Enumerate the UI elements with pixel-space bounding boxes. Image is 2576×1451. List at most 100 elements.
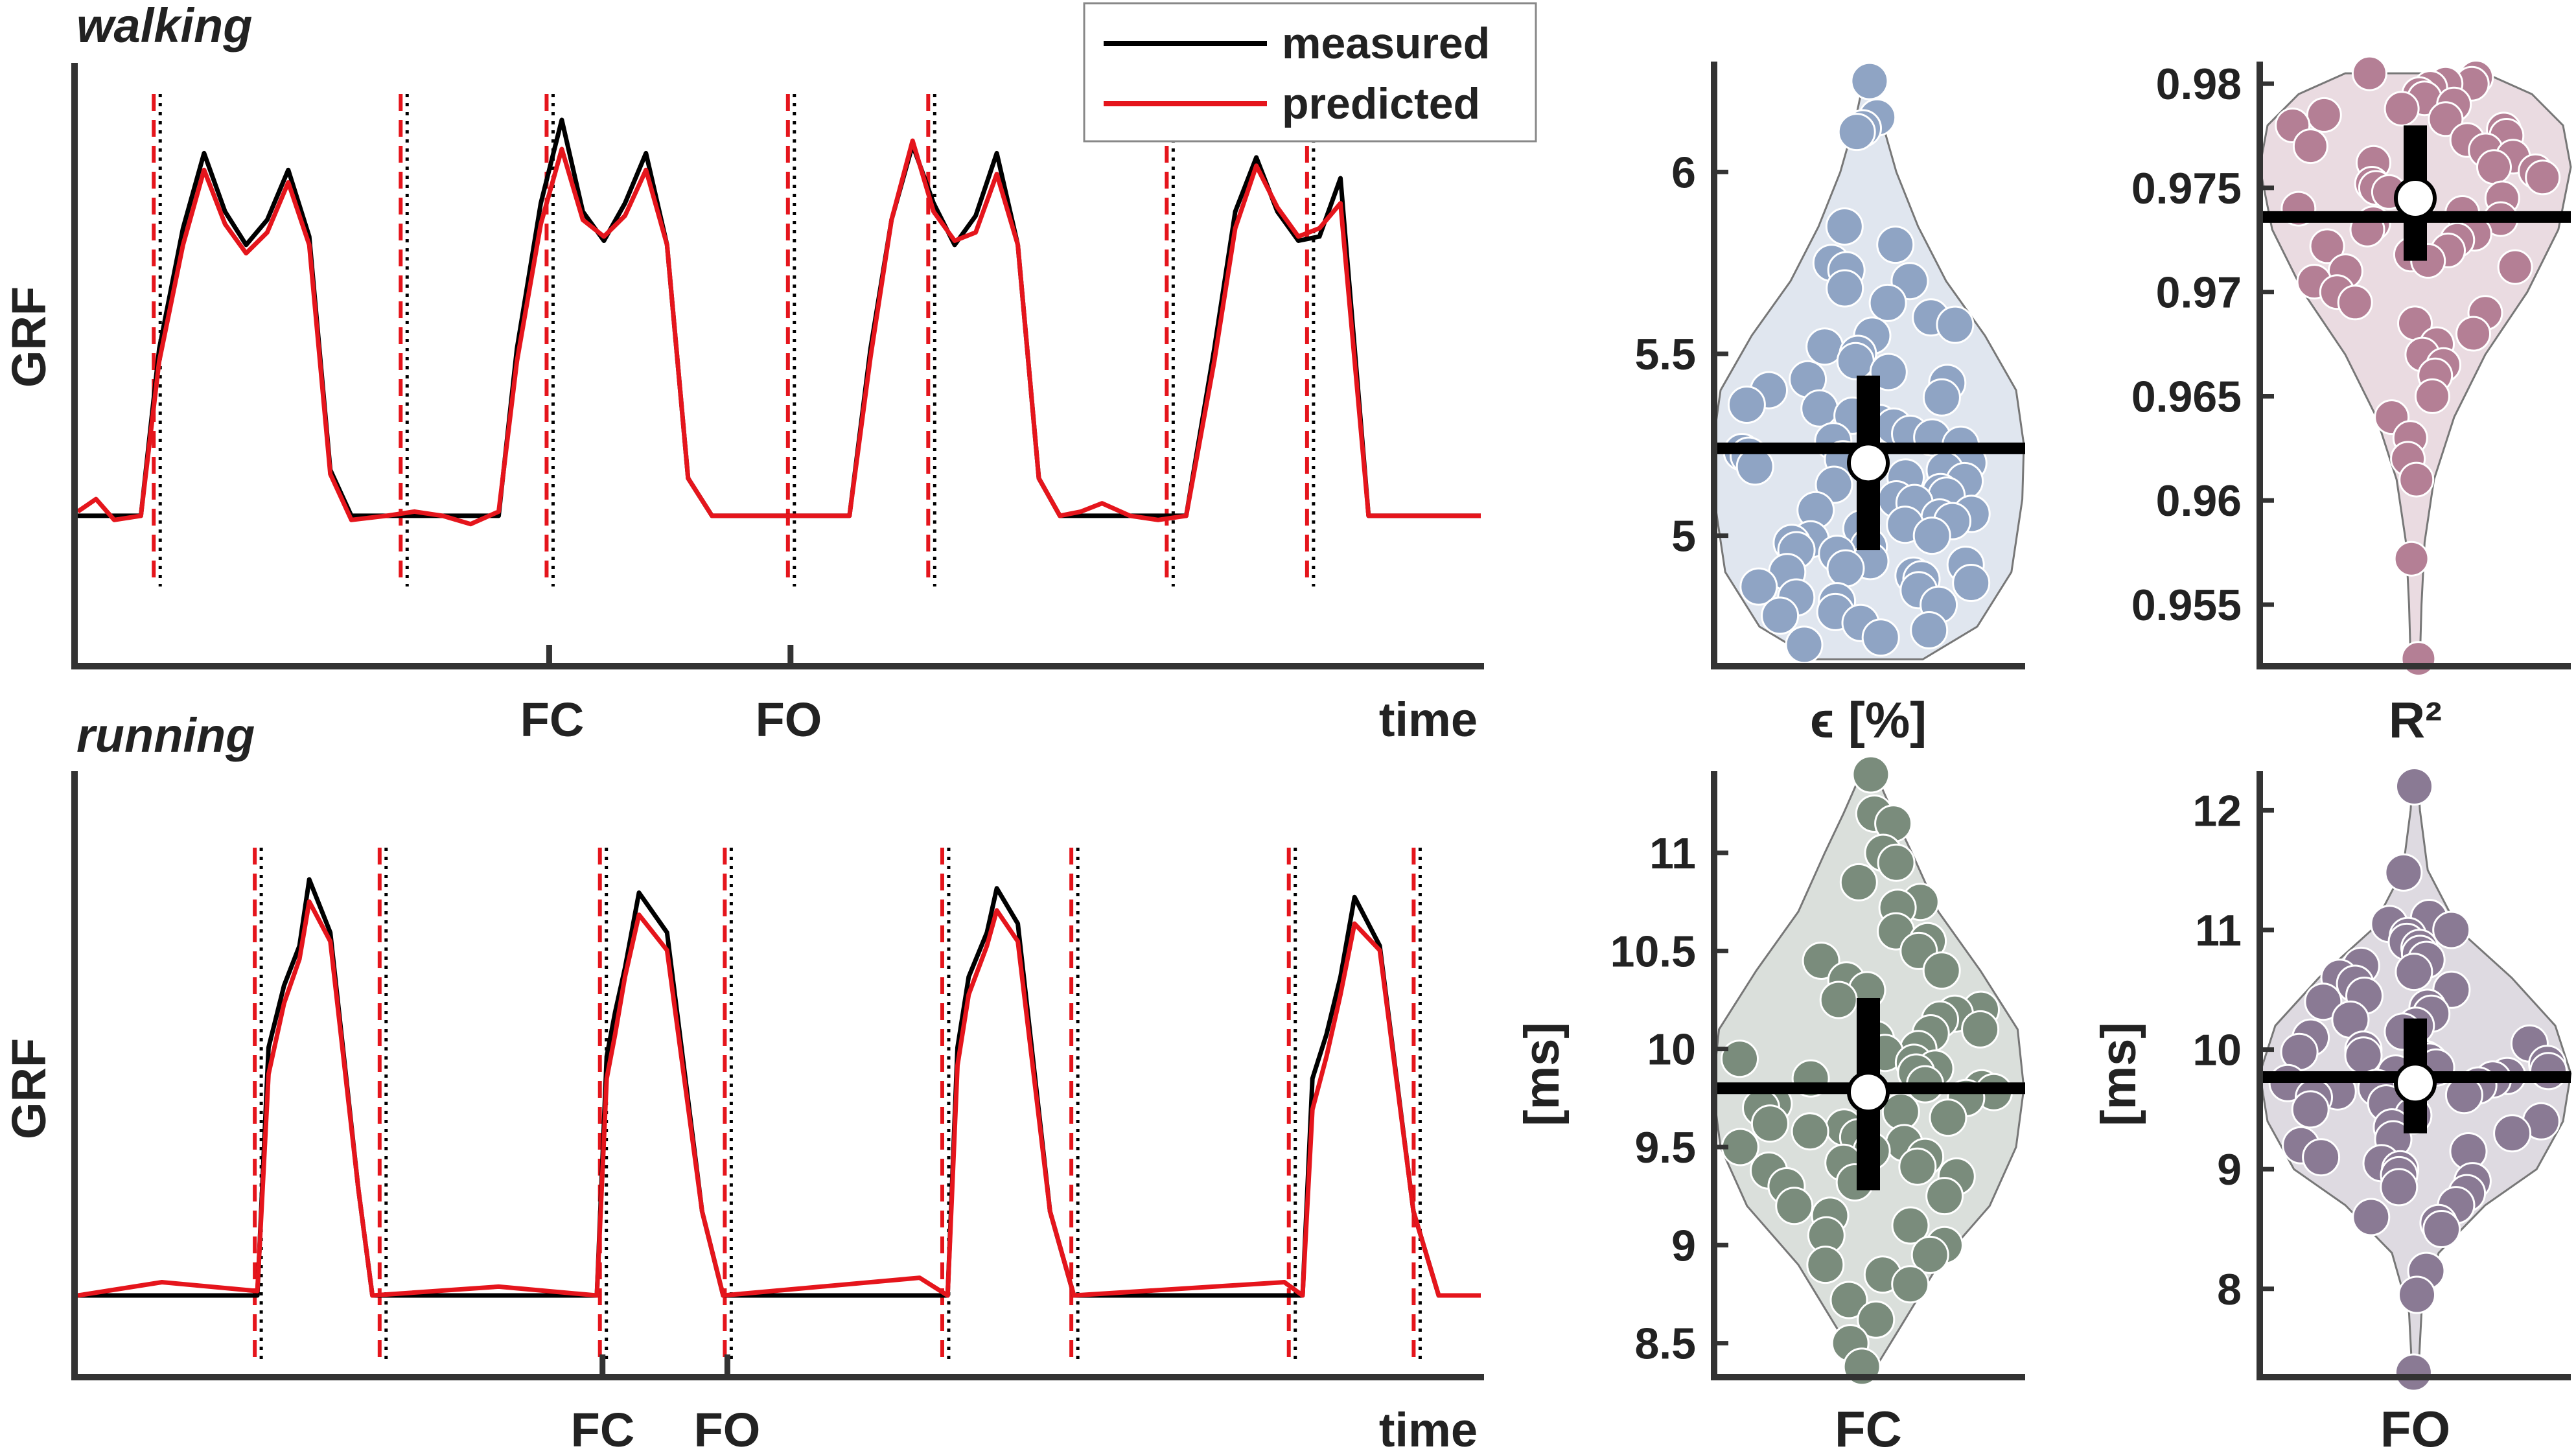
- median-marker: [2394, 1062, 2437, 1105]
- data-point: [1785, 625, 1824, 664]
- data-point: [1929, 1098, 1967, 1137]
- data-point: [1727, 386, 1766, 424]
- walking-title: walking: [76, 0, 252, 52]
- y-tick-label: 6: [1671, 148, 1696, 197]
- series-measured: [78, 877, 1481, 1298]
- violin-fc: 8.5 9 9.5 10 10.5 11 FC [ms]: [1514, 755, 2025, 1451]
- violin-xlabel: FC: [1835, 1400, 1902, 1451]
- walking-panel: walking GRF FC FO time: [2, 0, 1484, 747]
- y-tick-label: 0.955: [2131, 581, 2242, 630]
- y-tick-label: 12: [2192, 786, 2242, 835]
- data-point: [2497, 249, 2533, 285]
- walking-fc-label: FC: [520, 693, 585, 747]
- data-point: [2304, 982, 2343, 1021]
- data-point: [1829, 1281, 1868, 1319]
- data-point: [2291, 1090, 2330, 1129]
- data-point: [1877, 843, 1916, 882]
- data-point: [1868, 283, 1907, 322]
- series-predicted: [77, 899, 1481, 1298]
- data-point: [2302, 1138, 2341, 1177]
- data-point: [2306, 97, 2342, 133]
- data-point: [1891, 1206, 1930, 1245]
- running-title: running: [76, 708, 255, 762]
- y-tick-label: 5.5: [1634, 330, 1696, 379]
- running-panel: running GRF FC FO time: [2, 708, 1484, 1451]
- data-point: [1912, 517, 1951, 555]
- data-point: [1721, 1039, 1759, 1078]
- y-tick-label: 0.975: [2131, 164, 2242, 213]
- data-point: [2395, 953, 2433, 992]
- y-tick-label: 0.965: [2131, 372, 2242, 421]
- y-tick-label: 10: [1647, 1025, 1696, 1074]
- data-point: [2525, 159, 2561, 196]
- running-lines: [77, 848, 1481, 1361]
- y-tick-label: 9.5: [1634, 1123, 1696, 1172]
- data-point: [1961, 1010, 2000, 1049]
- violin-r2: 0.955 0.96 0.965 0.97 0.975 0.98 R²: [2131, 55, 2572, 749]
- data-point: [2309, 228, 2345, 264]
- legend-box: [1083, 2, 1537, 143]
- data-point: [2400, 641, 2437, 677]
- running-event-ticks: [599, 1354, 730, 1377]
- data-point: [1925, 1177, 1964, 1216]
- data-point: [1836, 342, 1875, 380]
- data-point: [2428, 101, 2464, 137]
- data-point: [2422, 1210, 2461, 1248]
- data-point: [1806, 1246, 1845, 1284]
- data-point: [2344, 1036, 2383, 1075]
- data-point: [2352, 1198, 2391, 1236]
- data-point: [1839, 863, 1878, 901]
- data-point: [2384, 853, 2423, 892]
- data-point: [1851, 755, 1890, 794]
- data-point: [2337, 284, 2373, 321]
- legend-predicted-label: predicted: [1282, 79, 1480, 128]
- data-point: [1857, 1300, 1896, 1339]
- series-predicted: [76, 138, 1481, 527]
- data-point: [1837, 113, 1876, 152]
- data-point: [2395, 767, 2433, 806]
- y-tick-label: 11: [2195, 906, 2242, 955]
- y-tick-label: 11: [1649, 829, 1696, 878]
- median-marker: [1847, 441, 1890, 485]
- y-tick-label: 10.5: [1610, 927, 1696, 976]
- running-xlabel: time: [1379, 1403, 1478, 1451]
- data-point: [2398, 461, 2435, 498]
- data-point: [1850, 62, 1889, 100]
- walking-fo-label: FO: [756, 693, 822, 747]
- y-tick-label: 5: [1671, 512, 1696, 561]
- data-point: [2529, 1052, 2568, 1091]
- data-point: [1891, 1265, 1930, 1304]
- data-point: [2384, 91, 2420, 127]
- y-tick-label: 8.5: [1634, 1319, 1696, 1369]
- y-tick-label: 0.96: [2156, 476, 2242, 526]
- y-tick-label: 10: [2192, 1026, 2242, 1075]
- violin-ylabel: [ms]: [1514, 1022, 1570, 1126]
- data-point: [2380, 1168, 2419, 1207]
- series-measured: [78, 117, 1481, 518]
- data-point: [1952, 564, 1991, 602]
- y-tick-label: 8: [2217, 1265, 2242, 1314]
- data-point: [1910, 611, 1949, 649]
- data-point: [1922, 378, 1961, 417]
- data-point: [2414, 378, 2450, 414]
- median-marker: [2394, 176, 2437, 220]
- y-tick-label: 9: [2217, 1145, 2242, 1194]
- violin-ylabel: [ms]: [2091, 1022, 2146, 1126]
- running-ylabel: GRF: [2, 1038, 56, 1139]
- violin-xlabel: R²: [2389, 691, 2442, 749]
- data-point: [1750, 1104, 1789, 1143]
- data-point: [2455, 316, 2491, 352]
- data-point: [1775, 1187, 1814, 1225]
- violin-xlabel: FO: [2380, 1400, 2450, 1451]
- running-fo-label: FO: [694, 1403, 761, 1451]
- running-fc-label: FC: [571, 1403, 635, 1451]
- data-point: [1739, 567, 1778, 606]
- median-marker: [1847, 1071, 1890, 1114]
- y-tick-label: 0.97: [2156, 268, 2242, 318]
- data-point: [1910, 1235, 1949, 1274]
- data-point: [2292, 128, 2328, 165]
- y-tick-label: 9: [1671, 1221, 1696, 1270]
- data-point: [1922, 951, 1961, 990]
- violin-epsilon: 5 5.5 6 ϵ [%]: [1634, 62, 2025, 749]
- data-point: [2351, 55, 2387, 91]
